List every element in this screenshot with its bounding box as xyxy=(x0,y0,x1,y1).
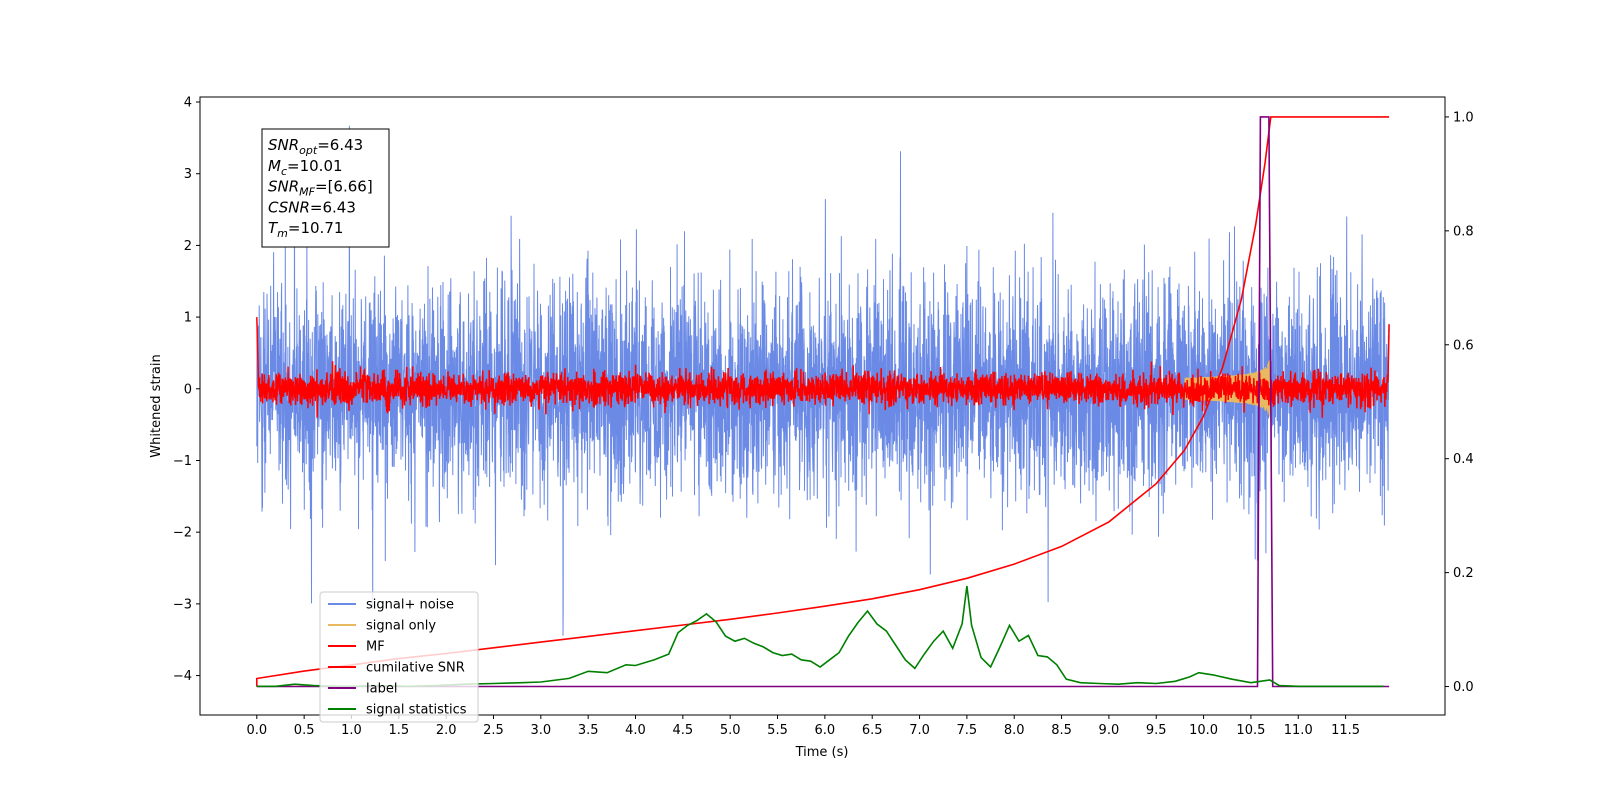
legend-entry: label xyxy=(366,682,397,697)
x-tick-label: 8.5 xyxy=(1051,723,1072,738)
mf-series xyxy=(256,317,1390,418)
y-left-tick-label: 3 xyxy=(184,167,192,182)
signal-noise-line xyxy=(256,125,1390,636)
x-tick-label: 9.5 xyxy=(1146,723,1167,738)
annotation-frame xyxy=(261,128,390,248)
x-axis-ticks: 0.0 0.5 1.0 1.5 2.0 2.5 3.0 3.5 4.0 4.5 5.0 5.5 6.0 6… xyxy=(246,715,1360,738)
y-right-tick-label: 0.2 xyxy=(1453,566,1474,581)
y-left-tick-label: −3 xyxy=(173,597,192,612)
y-right-tick-label: 0.0 xyxy=(1453,680,1474,695)
x-tick-label: 10.5 xyxy=(1236,723,1265,738)
x-tick-label: 7.5 xyxy=(957,723,978,738)
legend: signal+ noise signal only MF cumilative SNR… xyxy=(319,591,479,723)
x-tick-label: 3.0 xyxy=(530,723,551,738)
x-tick-label: 4.0 xyxy=(625,723,646,738)
annotation-line: SNRopt=6.43 xyxy=(268,136,363,157)
x-tick-label: 6.0 xyxy=(815,723,836,738)
legend-entry: signal only xyxy=(366,619,436,634)
y-left-tick-label: −1 xyxy=(173,454,192,469)
signal-noise-series xyxy=(256,125,1390,636)
annotation-line: Mc=10.01 xyxy=(268,157,343,178)
annotation-line: CSNR=6.43 xyxy=(268,198,356,216)
y-left-tick-label: 4 xyxy=(184,96,192,111)
x-tick-label: 11.5 xyxy=(1331,723,1360,738)
signal-only-series xyxy=(1184,360,1271,417)
x-tick-label: 1.5 xyxy=(388,723,409,738)
signal-statistics-line xyxy=(256,585,1384,688)
legend-frame xyxy=(319,591,479,723)
legend-entry: signal+ noise xyxy=(366,598,454,613)
legend-entry: cumilative SNR xyxy=(366,661,465,676)
x-tick-label: 9.0 xyxy=(1099,723,1120,738)
y-right-tick-label: 0.8 xyxy=(1453,224,1474,239)
annotation-line: SNRMF=[6.66] xyxy=(268,178,373,199)
legend-entry: signal statistics xyxy=(366,703,467,718)
y-left-tick-label: 0 xyxy=(184,382,192,397)
annotation-box: SNRopt=6.43Mc=10.01SNRMF=[6.66]CSNR=6.43… xyxy=(261,128,390,248)
legend-entry: MF xyxy=(366,640,385,655)
x-tick-label: 6.5 xyxy=(862,723,883,738)
x-axis-label: Time (s) xyxy=(795,745,849,760)
y-right-tick-label: 0.4 xyxy=(1453,452,1474,467)
y-left-tick-label: −4 xyxy=(173,669,192,684)
mf-line xyxy=(256,317,1390,418)
x-tick-label: 4.5 xyxy=(673,723,694,738)
signal-only-line xyxy=(1184,360,1271,417)
y-left-tick-label: −2 xyxy=(173,526,192,541)
signal-statistics-series xyxy=(256,585,1384,688)
x-tick-label: 5.5 xyxy=(767,723,788,738)
x-tick-label: 5.0 xyxy=(720,723,741,738)
x-tick-label: 2.5 xyxy=(483,723,504,738)
y-right-tick-label: 1.0 xyxy=(1453,110,1474,125)
x-tick-label: 8.0 xyxy=(1004,723,1025,738)
x-tick-label: 7.0 xyxy=(909,723,930,738)
x-tick-label: 1.0 xyxy=(341,723,362,738)
y-axis-left-ticks: −4 −3 −2 −1 0 1 2 3 4 xyxy=(173,96,200,684)
x-tick-label: 0.0 xyxy=(246,723,267,738)
y-left-tick-label: 2 xyxy=(184,239,192,254)
x-tick-label: 3.5 xyxy=(578,723,599,738)
y-right-tick-label: 0.6 xyxy=(1453,338,1474,353)
y-left-tick-label: 1 xyxy=(184,311,192,326)
x-tick-label: 2.0 xyxy=(436,723,457,738)
y-axis-label: Whitened strain xyxy=(149,354,164,457)
x-tick-label: 10.0 xyxy=(1189,723,1218,738)
x-tick-label: 11.0 xyxy=(1284,723,1313,738)
annotation-line: Tm=10.71 xyxy=(268,219,343,240)
x-tick-label: 0.5 xyxy=(294,723,315,738)
y-axis-right-ticks: 0.0 0.2 0.4 0.6 0.8 1.0 xyxy=(1445,110,1474,695)
plot-frame xyxy=(199,96,1446,716)
